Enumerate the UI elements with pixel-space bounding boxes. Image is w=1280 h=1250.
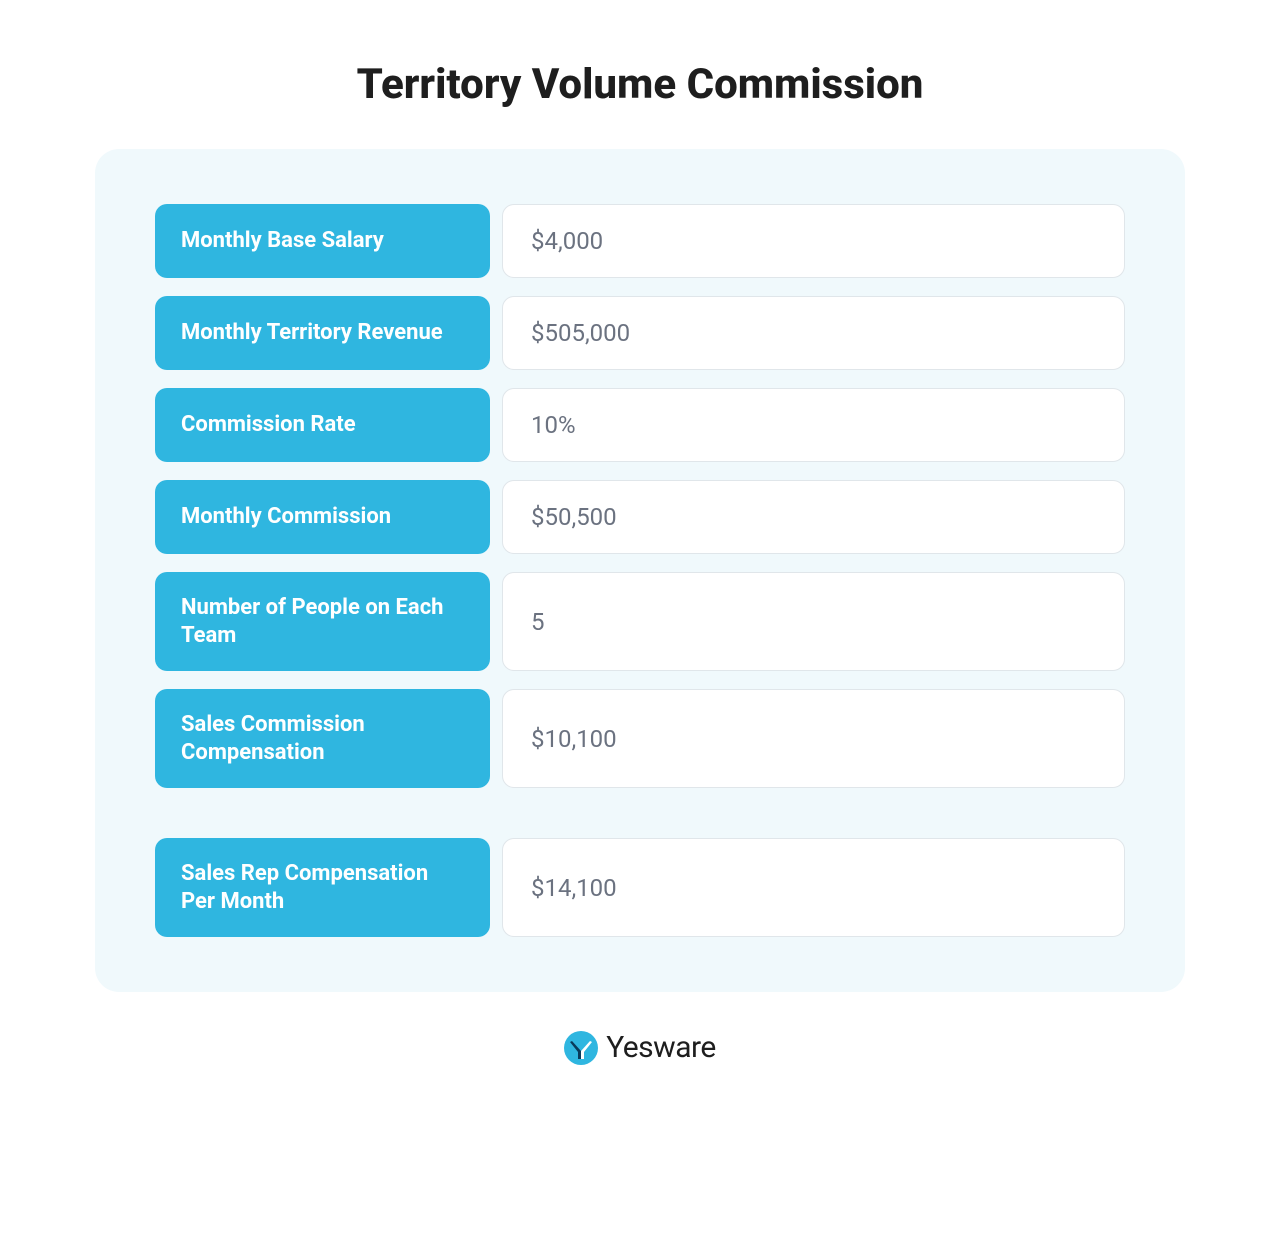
row-label: Commission Rate bbox=[155, 388, 490, 462]
row-label: Sales Commission Compensation bbox=[155, 689, 490, 788]
table-row: Number of People on Each Team 5 bbox=[155, 572, 1125, 671]
table-row: Monthly Territory Revenue $505,000 bbox=[155, 296, 1125, 370]
row-value: $505,000 bbox=[502, 296, 1125, 370]
table-row: Sales Rep Compensation Per Month $14,100 bbox=[155, 838, 1125, 937]
brand-name: Yesware bbox=[606, 1030, 716, 1065]
yesware-icon bbox=[564, 1031, 598, 1065]
table-row: Commission Rate 10% bbox=[155, 388, 1125, 462]
row-value: $10,100 bbox=[502, 689, 1125, 788]
row-label: Monthly Territory Revenue bbox=[155, 296, 490, 370]
row-value: 5 bbox=[502, 572, 1125, 671]
brand-logo: Yesware bbox=[95, 1030, 1185, 1065]
row-value: $50,500 bbox=[502, 480, 1125, 554]
commission-panel: Monthly Base Salary $4,000 Monthly Terri… bbox=[95, 149, 1185, 992]
row-value: 10% bbox=[502, 388, 1125, 462]
row-label: Sales Rep Compensation Per Month bbox=[155, 838, 490, 937]
row-value: $14,100 bbox=[502, 838, 1125, 937]
table-row: Monthly Commission $50,500 bbox=[155, 480, 1125, 554]
table-row: Sales Commission Compensation $10,100 bbox=[155, 689, 1125, 788]
row-label: Number of People on Each Team bbox=[155, 572, 490, 671]
row-value: $4,000 bbox=[502, 204, 1125, 278]
table-row: Monthly Base Salary $4,000 bbox=[155, 204, 1125, 278]
page-title: Territory Volume Commission bbox=[95, 60, 1185, 109]
row-label: Monthly Commission bbox=[155, 480, 490, 554]
row-label: Monthly Base Salary bbox=[155, 204, 490, 278]
